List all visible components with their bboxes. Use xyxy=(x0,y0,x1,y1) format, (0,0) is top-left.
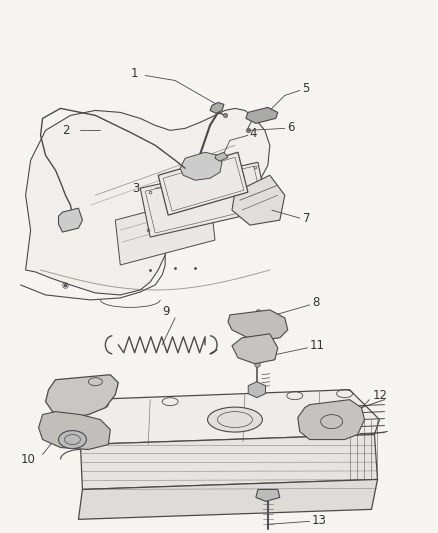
Polygon shape xyxy=(256,489,280,502)
Polygon shape xyxy=(232,334,278,364)
Polygon shape xyxy=(215,152,228,161)
Ellipse shape xyxy=(59,431,86,449)
Text: 13: 13 xyxy=(312,514,327,527)
Polygon shape xyxy=(39,411,110,449)
Polygon shape xyxy=(232,175,285,225)
Polygon shape xyxy=(248,382,265,398)
Polygon shape xyxy=(180,152,222,180)
Polygon shape xyxy=(210,102,224,114)
Polygon shape xyxy=(81,390,379,445)
Text: 10: 10 xyxy=(21,453,35,466)
Polygon shape xyxy=(158,152,248,215)
Polygon shape xyxy=(228,310,288,340)
Text: 6: 6 xyxy=(287,121,294,134)
Text: 12: 12 xyxy=(372,389,388,402)
Polygon shape xyxy=(78,480,378,519)
Polygon shape xyxy=(140,162,268,237)
Polygon shape xyxy=(25,108,270,295)
Text: 9: 9 xyxy=(162,305,170,318)
Polygon shape xyxy=(46,375,118,417)
Text: 4: 4 xyxy=(249,127,256,140)
Text: 3: 3 xyxy=(132,182,140,195)
Text: 11: 11 xyxy=(310,340,325,352)
Text: 2: 2 xyxy=(63,124,70,137)
Text: 5: 5 xyxy=(302,82,309,95)
Text: 7: 7 xyxy=(303,212,310,224)
Text: 1: 1 xyxy=(130,67,138,80)
Polygon shape xyxy=(298,400,364,440)
Polygon shape xyxy=(81,434,378,489)
Polygon shape xyxy=(59,208,82,232)
Text: 8: 8 xyxy=(313,296,320,309)
Ellipse shape xyxy=(208,407,262,432)
Polygon shape xyxy=(115,195,215,265)
Polygon shape xyxy=(246,108,278,123)
